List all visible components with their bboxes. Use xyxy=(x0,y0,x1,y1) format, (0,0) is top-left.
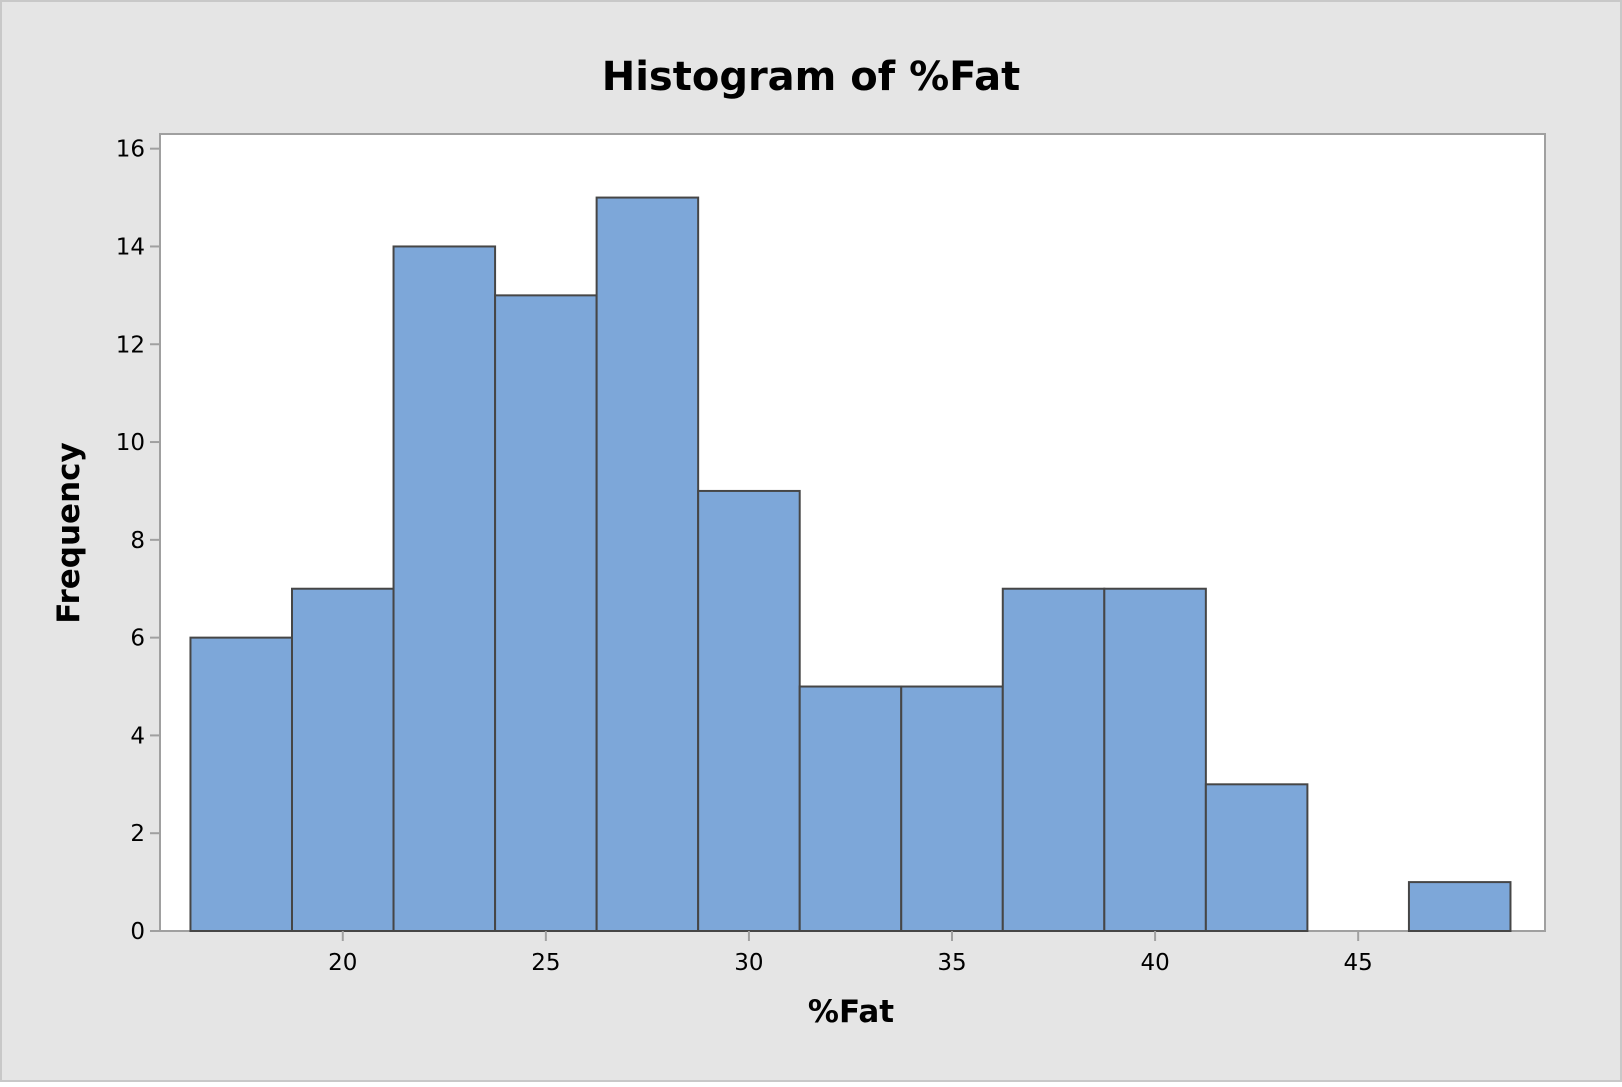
histogram-bars xyxy=(189,196,1512,933)
histogram-bar xyxy=(900,685,1004,933)
chart-title: Histogram of %Fat xyxy=(602,54,1021,100)
histogram-bar xyxy=(392,245,497,932)
x-axis: 20 25 30 35 40 45 xyxy=(328,931,1373,976)
y-tick-label: 14 xyxy=(116,234,145,260)
x-tick-label: 40 xyxy=(1140,950,1169,976)
histogram-bar xyxy=(291,587,395,932)
y-tick-label: 10 xyxy=(116,430,145,456)
histogram-bar xyxy=(494,294,598,932)
histogram-bar xyxy=(1407,881,1512,933)
histogram-bar xyxy=(697,489,801,932)
x-tick-label: 45 xyxy=(1344,950,1373,976)
histogram-bar xyxy=(595,196,700,933)
histogram-bar xyxy=(1103,587,1207,932)
y-axis-label: Frequency xyxy=(51,442,87,623)
y-tick-label: 0 xyxy=(130,919,145,945)
y-tick-label: 2 xyxy=(130,821,145,847)
x-axis-label: %Fat xyxy=(808,994,894,1030)
y-tick-label: 8 xyxy=(130,528,145,554)
y-tick-label: 12 xyxy=(116,332,145,358)
y-tick-label: 4 xyxy=(130,723,145,749)
x-tick-label: 25 xyxy=(531,950,560,976)
histogram-bar xyxy=(189,636,294,933)
x-tick-label: 35 xyxy=(937,950,966,976)
x-tick-label: 20 xyxy=(328,950,357,976)
y-axis: 0 2 4 6 8 10 12 14 16 xyxy=(116,137,160,945)
histogram-bar xyxy=(1204,783,1309,932)
x-tick-label: 30 xyxy=(734,950,763,976)
histogram-bar xyxy=(798,685,903,933)
histogram-bar xyxy=(1001,587,1106,932)
y-tick-label: 16 xyxy=(116,137,145,163)
y-tick-label: 6 xyxy=(130,626,145,652)
